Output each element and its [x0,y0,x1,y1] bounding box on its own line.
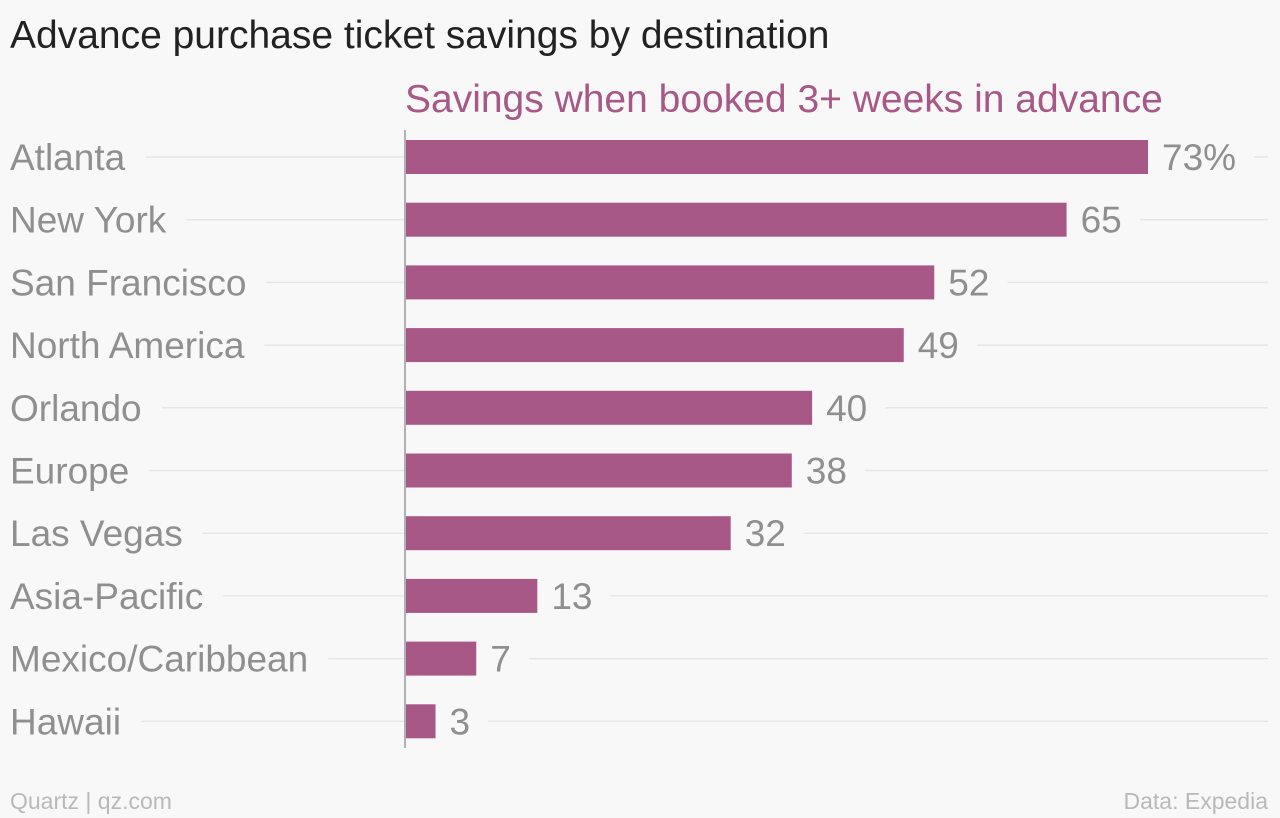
value-label: 49 [918,325,959,366]
bar [406,516,731,551]
series-label: Savings when booked 3+ weeks in advance [405,78,1163,121]
bar [406,453,792,488]
category-label: Las Vegas [10,513,183,554]
bar [406,328,904,363]
bar [406,390,813,425]
bar [406,265,935,300]
value-label: 40 [826,388,867,429]
category-label: Orlando [10,388,142,429]
value-labels: 73% 65 52 49 40 38 32 13 73 [450,137,1237,742]
category-labels: Atlanta New York San Francisco North Americ… [10,137,308,742]
category-label: Atlanta [10,137,126,178]
bar [406,202,1067,237]
value-label: 73% [1162,137,1236,178]
category-label: Hawaii [10,701,121,742]
bars [406,140,1148,739]
value-label: 65 [1081,200,1122,241]
category-label: Mexico/Caribbean [10,639,308,680]
bar [406,641,477,676]
value-label: 38 [806,451,847,492]
bar [406,578,538,613]
category-label: Asia-Pacific [10,576,203,617]
value-label: 7 [490,639,511,680]
value-label: 13 [551,576,592,617]
footer-source-brand: Quartz | qz.com [10,788,172,814]
value-label: 52 [948,262,989,303]
value-label: 3 [450,701,471,742]
bar [406,704,436,739]
gridlines [141,156,1268,723]
chart-title: Advance purchase ticket savings by desti… [10,14,830,57]
category-label: North America [10,325,245,366]
value-label: 32 [745,513,786,554]
category-label: New York [10,200,167,241]
footer-data-credit: Data: Expedia [1123,788,1268,814]
category-label: San Francisco [10,262,247,303]
category-label: Europe [10,451,129,492]
bar [406,140,1148,174]
